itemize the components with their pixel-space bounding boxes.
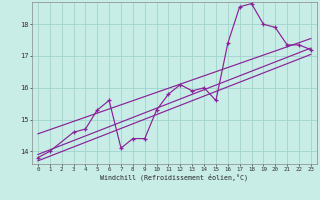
- X-axis label: Windchill (Refroidissement éolien,°C): Windchill (Refroidissement éolien,°C): [100, 174, 248, 181]
